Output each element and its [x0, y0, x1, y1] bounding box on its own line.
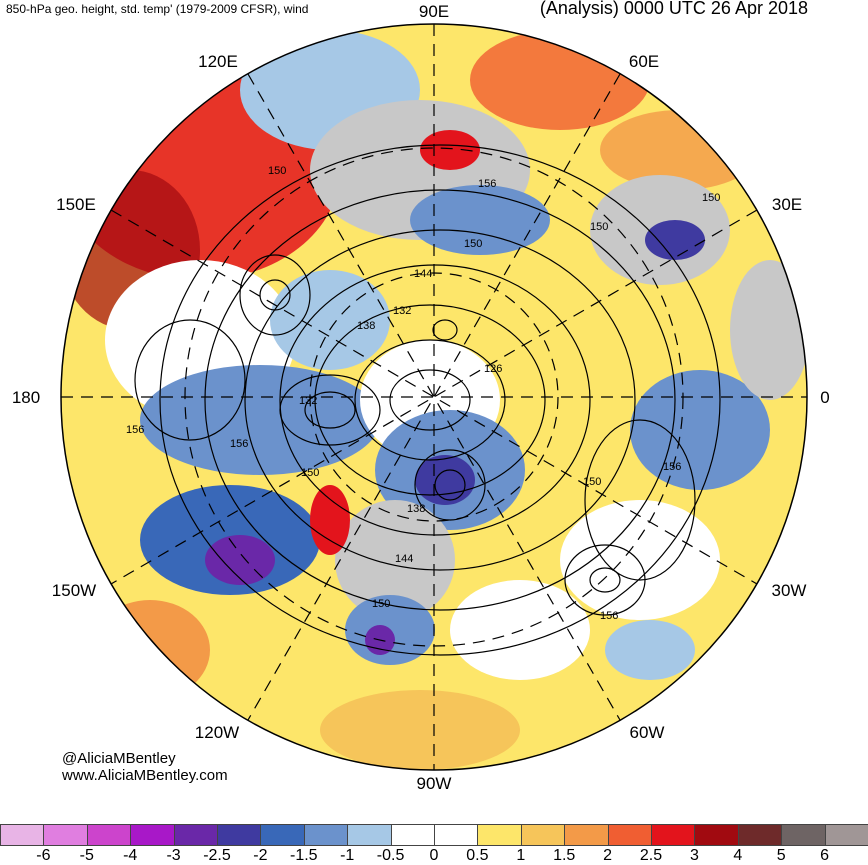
colorbar-swatch: [43, 824, 88, 846]
colorbar-swatch: [824, 824, 868, 846]
colorbar-swatch: [520, 824, 566, 846]
colorbar-tick-label: -4: [123, 847, 138, 864]
svg-text:150: 150: [702, 192, 720, 204]
lon-label-30w: 30W: [772, 581, 807, 600]
svg-text:126: 126: [484, 363, 502, 375]
colorbar-swatch: [434, 824, 479, 846]
map-boundary: [60, 23, 808, 771]
lon-label-60w: 60W: [630, 723, 665, 742]
colorbar-swatch: [564, 824, 609, 846]
lon-label-90w: 90W: [417, 774, 452, 793]
contour-labels: 150 150 156 150 144 132 138 126 132 156 …: [126, 165, 720, 622]
svg-text:156: 156: [600, 610, 618, 622]
colorbar-swatch: [130, 824, 175, 846]
colorbar-tick-label: 2.5: [639, 847, 663, 864]
lon-label-150w: 150W: [52, 581, 96, 600]
map-title: 850-hPa geo. height, std. temp' (1979-20…: [6, 2, 309, 16]
lon-label-180: 180: [12, 388, 40, 407]
svg-text:150: 150: [372, 598, 390, 610]
colorbar-tick-label: -0.5: [376, 847, 405, 864]
colorbar-tick-label: -6: [36, 847, 51, 864]
svg-text:156: 156: [478, 178, 496, 190]
lon-label-120e: 120E: [198, 52, 238, 71]
lon-label-150e: 150E: [56, 195, 96, 214]
colorbar-swatch: [347, 824, 392, 846]
colorbar-tick-label: -3: [166, 847, 181, 864]
colorbar-tick-label: -1: [340, 847, 355, 864]
lon-label-90e: 90E: [419, 2, 449, 21]
colorbar-tick-label: 1.5: [553, 847, 576, 864]
svg-text:150: 150: [268, 165, 286, 177]
colorbar-swatch: [607, 824, 652, 846]
svg-text:138: 138: [407, 503, 425, 515]
colorbar-tick-label: 5: [776, 847, 786, 864]
colorbar-tick-label: -1.5: [290, 847, 318, 864]
colorbar-tick-label: 0.5: [466, 847, 489, 864]
colorbar-swatch: [86, 824, 132, 846]
colorbar-swatch: [694, 824, 739, 846]
geopotential-contours: [134, 144, 721, 656]
lon-label-30e: 30E: [772, 195, 802, 214]
colorbar-swatch: [651, 824, 696, 846]
colorbar-tick-label: 4: [733, 847, 743, 864]
svg-text:150: 150: [590, 221, 608, 233]
colorbar-tick-label: 1: [516, 847, 526, 864]
colorbar-tick-label: -2.5: [203, 847, 231, 864]
analysis-time: (Analysis) 0000 UTC 26 Apr 2018: [539, 0, 808, 18]
svg-text:150: 150: [583, 476, 601, 488]
polar-stereographic-map: 150 150 156 150 144 132 138 126 132 156 …: [12, 2, 830, 793]
longitude-labels: 90E 60E 30E 0 30W 60W 90W 120W 150W 180 …: [12, 2, 830, 793]
credit-url: www.AliciaMBentley.com: [62, 767, 228, 784]
svg-text:156: 156: [663, 461, 681, 473]
colorbar-tick-label: 3: [689, 847, 699, 864]
colorbar-swatch: [737, 824, 783, 846]
svg-text:156: 156: [126, 424, 144, 436]
svg-text:138: 138: [357, 320, 375, 332]
svg-text:132: 132: [299, 395, 317, 407]
lon-label-60e: 60E: [629, 52, 659, 71]
colorbar-swatch: [477, 824, 522, 846]
colorbar-swatch: [390, 824, 435, 846]
colorbar-tick-label: 0: [429, 847, 439, 864]
svg-text:150: 150: [301, 467, 319, 479]
colorbar-swatch: [217, 824, 262, 846]
colorbar-swatch: [173, 824, 218, 846]
lon-label-120w: 120W: [195, 723, 239, 742]
colorbar-tick-label: -2: [253, 847, 268, 864]
svg-text:144: 144: [395, 553, 413, 565]
colorbar-swatch: [303, 824, 349, 846]
colorbar-swatch: [260, 824, 305, 846]
svg-text:144: 144: [414, 268, 432, 280]
colorbar-tick-label: 6: [820, 847, 830, 864]
svg-text:150: 150: [464, 238, 482, 250]
colorbar-swatch: [781, 824, 826, 846]
graticule: [61, 24, 807, 770]
colorbar-tick-label: 2: [603, 847, 613, 864]
svg-text:156: 156: [230, 438, 248, 450]
lon-label-0: 0: [820, 388, 829, 407]
colorbar-tick-label: -5: [79, 847, 94, 864]
colorbar-swatch: [0, 824, 45, 846]
credit-handle: @AliciaMBentley: [62, 750, 176, 767]
svg-text:132: 132: [393, 305, 411, 317]
